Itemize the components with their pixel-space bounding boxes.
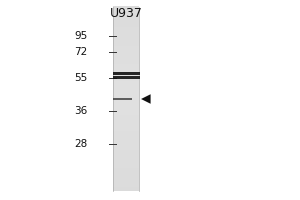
Bar — [113, 15, 139, 18]
Bar — [113, 22, 139, 25]
Bar — [113, 115, 139, 117]
Bar — [113, 154, 139, 157]
Bar — [113, 161, 139, 164]
Bar — [113, 149, 139, 152]
Bar — [113, 52, 139, 55]
Bar — [113, 142, 139, 145]
Bar — [113, 55, 139, 57]
Bar — [113, 20, 139, 23]
Bar — [113, 71, 139, 74]
Bar — [113, 72, 140, 75]
Bar — [113, 9, 139, 11]
Text: 36: 36 — [74, 106, 87, 116]
Bar — [113, 170, 139, 173]
Bar — [113, 82, 139, 85]
Bar — [113, 99, 139, 101]
Bar — [113, 119, 139, 122]
Bar — [113, 175, 139, 178]
Bar — [113, 189, 139, 191]
Bar — [113, 87, 139, 90]
Text: 72: 72 — [74, 47, 87, 57]
Bar — [113, 124, 139, 127]
Bar — [113, 184, 139, 187]
Bar — [113, 27, 139, 30]
Bar — [113, 182, 139, 184]
Polygon shape — [141, 94, 151, 104]
Bar — [113, 96, 139, 99]
Bar — [113, 48, 139, 51]
Bar — [113, 41, 139, 44]
Bar — [113, 32, 139, 34]
Bar — [113, 138, 139, 141]
Bar — [113, 66, 139, 69]
Bar — [113, 25, 139, 27]
Bar — [113, 133, 139, 136]
Bar — [113, 92, 139, 94]
Bar — [113, 186, 139, 189]
Bar — [113, 177, 139, 180]
Bar — [113, 64, 139, 67]
Bar — [113, 166, 139, 168]
Bar — [113, 98, 132, 100]
Bar — [113, 59, 139, 62]
Bar — [113, 39, 139, 41]
Bar — [113, 43, 139, 46]
Text: U937: U937 — [110, 7, 142, 20]
Bar — [113, 62, 139, 64]
Bar — [113, 69, 139, 71]
Bar — [113, 13, 139, 16]
Bar — [113, 103, 139, 106]
Bar — [113, 110, 139, 113]
Bar — [113, 36, 139, 39]
Bar — [113, 126, 139, 129]
Bar — [113, 101, 139, 104]
Bar — [113, 156, 139, 159]
Bar — [113, 18, 139, 21]
Text: 28: 28 — [74, 139, 87, 149]
Bar — [113, 159, 139, 161]
Bar — [113, 152, 139, 154]
Bar — [113, 34, 139, 37]
Bar — [113, 147, 139, 150]
Bar — [113, 136, 139, 138]
Bar — [113, 78, 139, 81]
Bar — [113, 73, 139, 76]
Bar — [113, 85, 139, 87]
Bar — [113, 106, 139, 108]
Bar — [113, 145, 139, 147]
Bar — [113, 129, 139, 131]
Bar — [113, 29, 139, 32]
Bar — [113, 50, 139, 53]
Bar — [113, 122, 139, 124]
Bar — [113, 94, 139, 97]
Bar — [113, 11, 139, 14]
Bar — [113, 172, 139, 175]
Bar — [113, 108, 139, 111]
Bar — [113, 80, 139, 83]
Bar — [113, 140, 139, 143]
Bar — [113, 168, 139, 171]
Bar — [113, 6, 139, 9]
Bar — [113, 163, 139, 166]
Bar — [113, 76, 140, 79]
Bar — [113, 76, 139, 78]
Bar — [113, 46, 139, 48]
Bar — [113, 179, 139, 182]
Bar — [113, 89, 139, 92]
Bar — [113, 112, 139, 115]
Bar — [113, 57, 139, 60]
Text: 95: 95 — [74, 31, 87, 41]
Bar — [113, 117, 139, 120]
Text: 55: 55 — [74, 73, 87, 83]
Bar — [113, 131, 139, 134]
